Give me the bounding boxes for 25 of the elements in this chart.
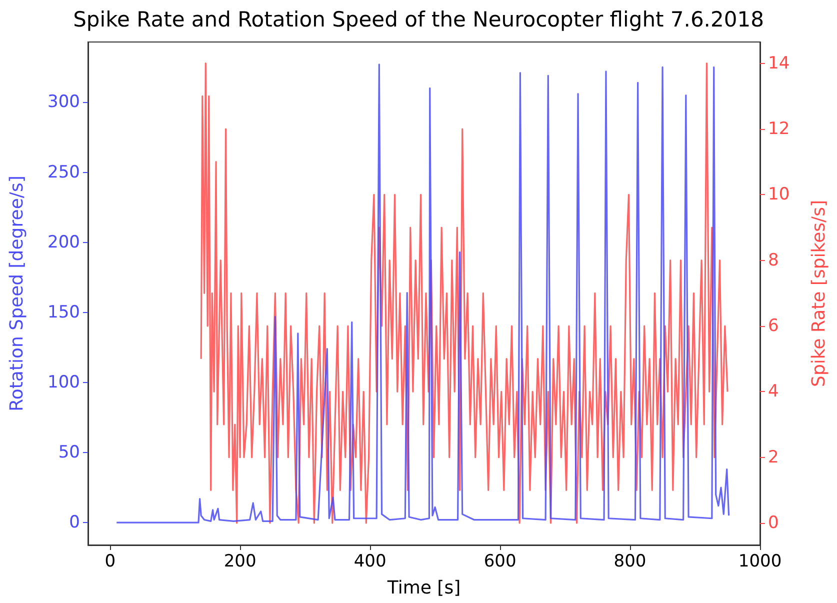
x-tick-label: 600 bbox=[484, 552, 516, 572]
y2-tick-label: 6 bbox=[768, 316, 779, 336]
y-tick-label: 0 bbox=[69, 512, 80, 533]
y-tick-label: 300 bbox=[48, 92, 80, 112]
y2-tick-label: 0 bbox=[768, 513, 779, 533]
y2-tick-label: 2 bbox=[768, 447, 779, 468]
y-tick-label: 100 bbox=[48, 372, 80, 392]
chart-title: Spike Rate and Rotation Speed of the Neurocopter flight 7.6.2018 bbox=[73, 8, 764, 32]
y-tick-label: 250 bbox=[48, 162, 80, 182]
y-tick-label: 50 bbox=[58, 442, 80, 463]
y2-tick-label: 14 bbox=[768, 53, 790, 74]
y2-tick-label: 8 bbox=[768, 250, 779, 270]
x-tick-label: 200 bbox=[224, 552, 256, 572]
y2-tick-label: 10 bbox=[768, 184, 790, 205]
y-axis-title: Rotation Speed [degree/s] bbox=[6, 176, 28, 412]
y2-tick-label: 4 bbox=[768, 382, 779, 402]
y-tick-label: 200 bbox=[48, 232, 80, 252]
x-axis-title: Time [s] bbox=[386, 578, 461, 598]
y2-axis-title: Spike Rate [spikes/s] bbox=[808, 200, 830, 387]
y-tick-label: 150 bbox=[48, 302, 80, 322]
y2-tick-label: 12 bbox=[768, 119, 790, 140]
x-tick-label: 1000 bbox=[738, 552, 782, 572]
x-tick-label: 400 bbox=[354, 552, 386, 572]
x-tick-label: 0 bbox=[104, 552, 116, 572]
x-tick-label: 800 bbox=[614, 552, 646, 572]
